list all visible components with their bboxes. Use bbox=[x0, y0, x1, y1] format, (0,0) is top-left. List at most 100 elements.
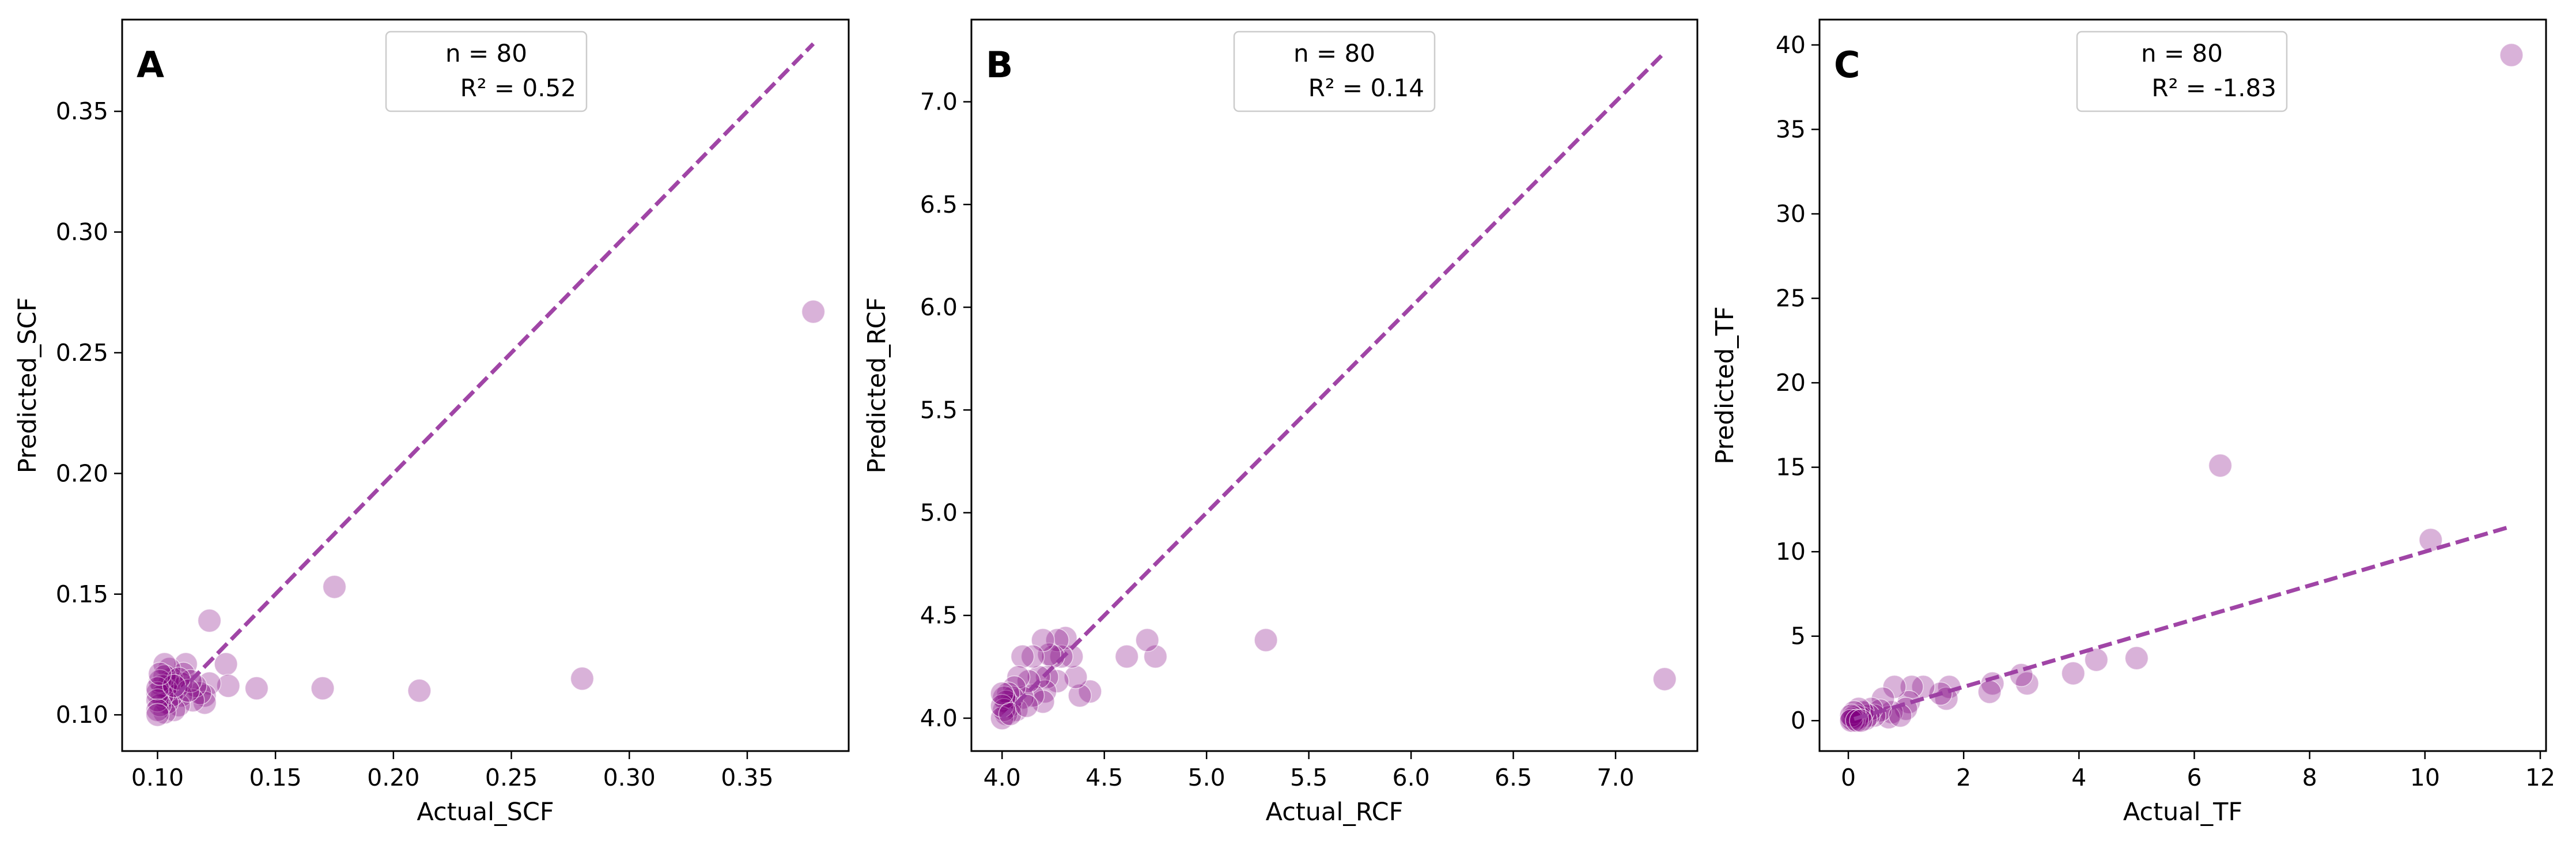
panel-c-points bbox=[1839, 43, 2524, 733]
panel-c-point-3 bbox=[2124, 646, 2149, 670]
panel-c-point-4 bbox=[2084, 647, 2109, 672]
panel-a-point-3 bbox=[322, 575, 347, 599]
panel-c-ytick-label-7: 35 bbox=[1776, 115, 1806, 143]
panel-c-point-5 bbox=[2061, 661, 2086, 685]
panel-c-ytick-label-8: 40 bbox=[1776, 31, 1806, 59]
panel-b-point-12 bbox=[1045, 669, 1069, 693]
panel-a-point-10 bbox=[192, 683, 217, 708]
panel-a-xtick-label-0: 0.10 bbox=[131, 764, 184, 791]
panel-c-xtick-label-1: 2 bbox=[1956, 764, 1971, 791]
panel-b-frame bbox=[970, 18, 1699, 752]
panel-b-legend: n = 80 R² = 0.14 bbox=[1233, 31, 1436, 112]
panel-a-ylabel: Predicted_SCF bbox=[13, 297, 42, 473]
panel-b-point-33 bbox=[992, 685, 1016, 710]
panel-a-ytick-label-5: 0.35 bbox=[56, 97, 108, 125]
panel-a-point-1 bbox=[570, 666, 595, 691]
panel-b-point-2 bbox=[1143, 644, 1168, 669]
panel-b-ytick-label-0: 4.0 bbox=[920, 704, 958, 732]
panel-c-xtick-label-0: 0 bbox=[1841, 764, 1856, 791]
panel-b-point-4 bbox=[1114, 644, 1139, 669]
panel-c-ytick-label-3: 15 bbox=[1776, 454, 1806, 481]
panel-c-legend: n = 80 R² = -1.83 bbox=[2076, 31, 2288, 112]
panel-c-ytick-label-2: 10 bbox=[1776, 538, 1806, 565]
panel-b-ytick-label-3: 5.5 bbox=[920, 396, 958, 424]
panel-b-xlabel: Actual_RCF bbox=[1266, 798, 1404, 827]
panel-b-reference-line bbox=[1000, 51, 1666, 720]
panel-b-point-1 bbox=[1254, 628, 1278, 652]
panel-b-point-23 bbox=[1010, 644, 1035, 669]
panel-a-point-0 bbox=[801, 300, 826, 324]
panel-c-letter: C bbox=[1834, 44, 1860, 86]
panel-a-legend-box bbox=[385, 31, 588, 112]
panel-b-legend-box bbox=[1233, 31, 1436, 112]
panel-b-point-20 bbox=[1020, 644, 1045, 669]
panel-a-xlabel: Actual_SCF bbox=[417, 798, 554, 827]
panel-a-point-39 bbox=[145, 703, 170, 727]
panel-c-legend-n: n = 80 bbox=[2141, 39, 2223, 67]
panel-b-point-5 bbox=[1078, 679, 1102, 704]
panel-a-ytick-label-2: 0.20 bbox=[56, 459, 108, 487]
panel-c-ylabel: Predicted_TF bbox=[1711, 306, 1739, 464]
panel-a-xtick-label-5: 0.35 bbox=[721, 764, 773, 791]
panel-c-frame bbox=[1818, 18, 2547, 752]
panel-a-point-12 bbox=[188, 681, 212, 706]
panel-c-point-9 bbox=[1977, 680, 2002, 704]
panel-b-points bbox=[990, 626, 1677, 730]
panel-c-xtick-label-2: 4 bbox=[2071, 764, 2086, 791]
panel-a-point-36 bbox=[145, 688, 170, 712]
panel-a-ytick-label-0: 0.10 bbox=[56, 701, 108, 729]
panel-b: 4.0 4.5 5.0 5.5 6.0 6.5 7.0 4.0 4.5 5.0 5.5 6.0 6.5 7… bbox=[863, 18, 1699, 827]
panel-c-xtick-label-6: 12 bbox=[2525, 764, 2555, 791]
panel-a-point-7 bbox=[216, 674, 240, 698]
panel-a: 0.10 0.15 0.20 0.25 0.30 0.35 0.10 0.15 0.20 0.25… bbox=[13, 18, 850, 827]
panel-b-ytick-label-5: 6.5 bbox=[920, 191, 958, 218]
panel-c-legend-box bbox=[2076, 31, 2288, 112]
panel-b-xtick-label-0: 4.0 bbox=[984, 764, 1021, 791]
panel-b-ytick-label-4: 6.0 bbox=[920, 293, 958, 321]
panel-b-legend-n: n = 80 bbox=[1293, 39, 1375, 67]
panel-b-ylabel: Predicted_RCF bbox=[863, 297, 891, 474]
panel-a-point-8 bbox=[197, 609, 222, 633]
panel-b-xtick-label-2: 5.0 bbox=[1188, 764, 1225, 791]
panel-b-ytick-label-6: 7.0 bbox=[920, 88, 958, 116]
panel-b-point-0 bbox=[1652, 667, 1677, 691]
panel-c-point-38 bbox=[1849, 708, 1873, 733]
panel-c-xtick-label-5: 10 bbox=[2410, 764, 2440, 791]
panel-b-point-7 bbox=[1064, 665, 1088, 689]
panel-b-legend-r2: R² = 0.14 bbox=[1308, 74, 1424, 102]
panel-b-ytick-label-2: 5.0 bbox=[920, 499, 958, 527]
panel-c-xlabel: Actual_TF bbox=[2123, 798, 2242, 827]
panel-b-point-3 bbox=[1135, 628, 1159, 652]
panel-b-point-38 bbox=[998, 702, 1023, 726]
panel-b-point-19 bbox=[1027, 665, 1051, 689]
panel-c-point-0 bbox=[2499, 43, 2524, 67]
panel-b-letter: B bbox=[986, 44, 1013, 86]
panel-a-ytick-label-3: 0.25 bbox=[56, 339, 108, 367]
panel-b-xtick-label-4: 6.0 bbox=[1392, 764, 1429, 791]
panel-b-point-29 bbox=[998, 693, 1023, 718]
panel-b-point-37 bbox=[990, 681, 1014, 706]
panel-c-ytick-label-0: 0 bbox=[1791, 707, 1806, 734]
panel-c-ytick-label-1: 5 bbox=[1791, 623, 1806, 650]
panel-b-point-39 bbox=[1015, 693, 1039, 718]
panel-c-ytick-label-5: 25 bbox=[1776, 285, 1806, 312]
panel-a-legend-r2: R² = 0.52 bbox=[460, 74, 576, 102]
panel-a-point-37 bbox=[145, 698, 170, 722]
panel-c-ytick-label-6: 30 bbox=[1776, 200, 1806, 228]
panel-a-point-4 bbox=[311, 676, 335, 700]
panel-a-point-35 bbox=[145, 681, 170, 706]
panel-c-point-2 bbox=[2208, 453, 2233, 478]
panel-a-point-6 bbox=[214, 652, 238, 676]
panel-a-point-44 bbox=[147, 662, 172, 686]
panel-a-ytick-label-1: 0.15 bbox=[56, 580, 108, 608]
panel-b-xtick-label-3: 5.5 bbox=[1290, 764, 1327, 791]
panel-c-legend-r2: R² = -1.83 bbox=[2151, 74, 2276, 102]
panel-a-ytick-label-4: 0.30 bbox=[56, 218, 108, 246]
panel-a-legend: n = 80 R² = 0.52 bbox=[385, 31, 588, 112]
panel-c-ytick-label-4: 20 bbox=[1776, 369, 1806, 397]
panel-b-point-11 bbox=[1045, 628, 1069, 652]
panel-a-xtick-label-2: 0.20 bbox=[367, 764, 419, 791]
panel-c-reference-line bbox=[1853, 524, 2512, 721]
panel-b-ytick-label-1: 4.5 bbox=[920, 602, 958, 629]
